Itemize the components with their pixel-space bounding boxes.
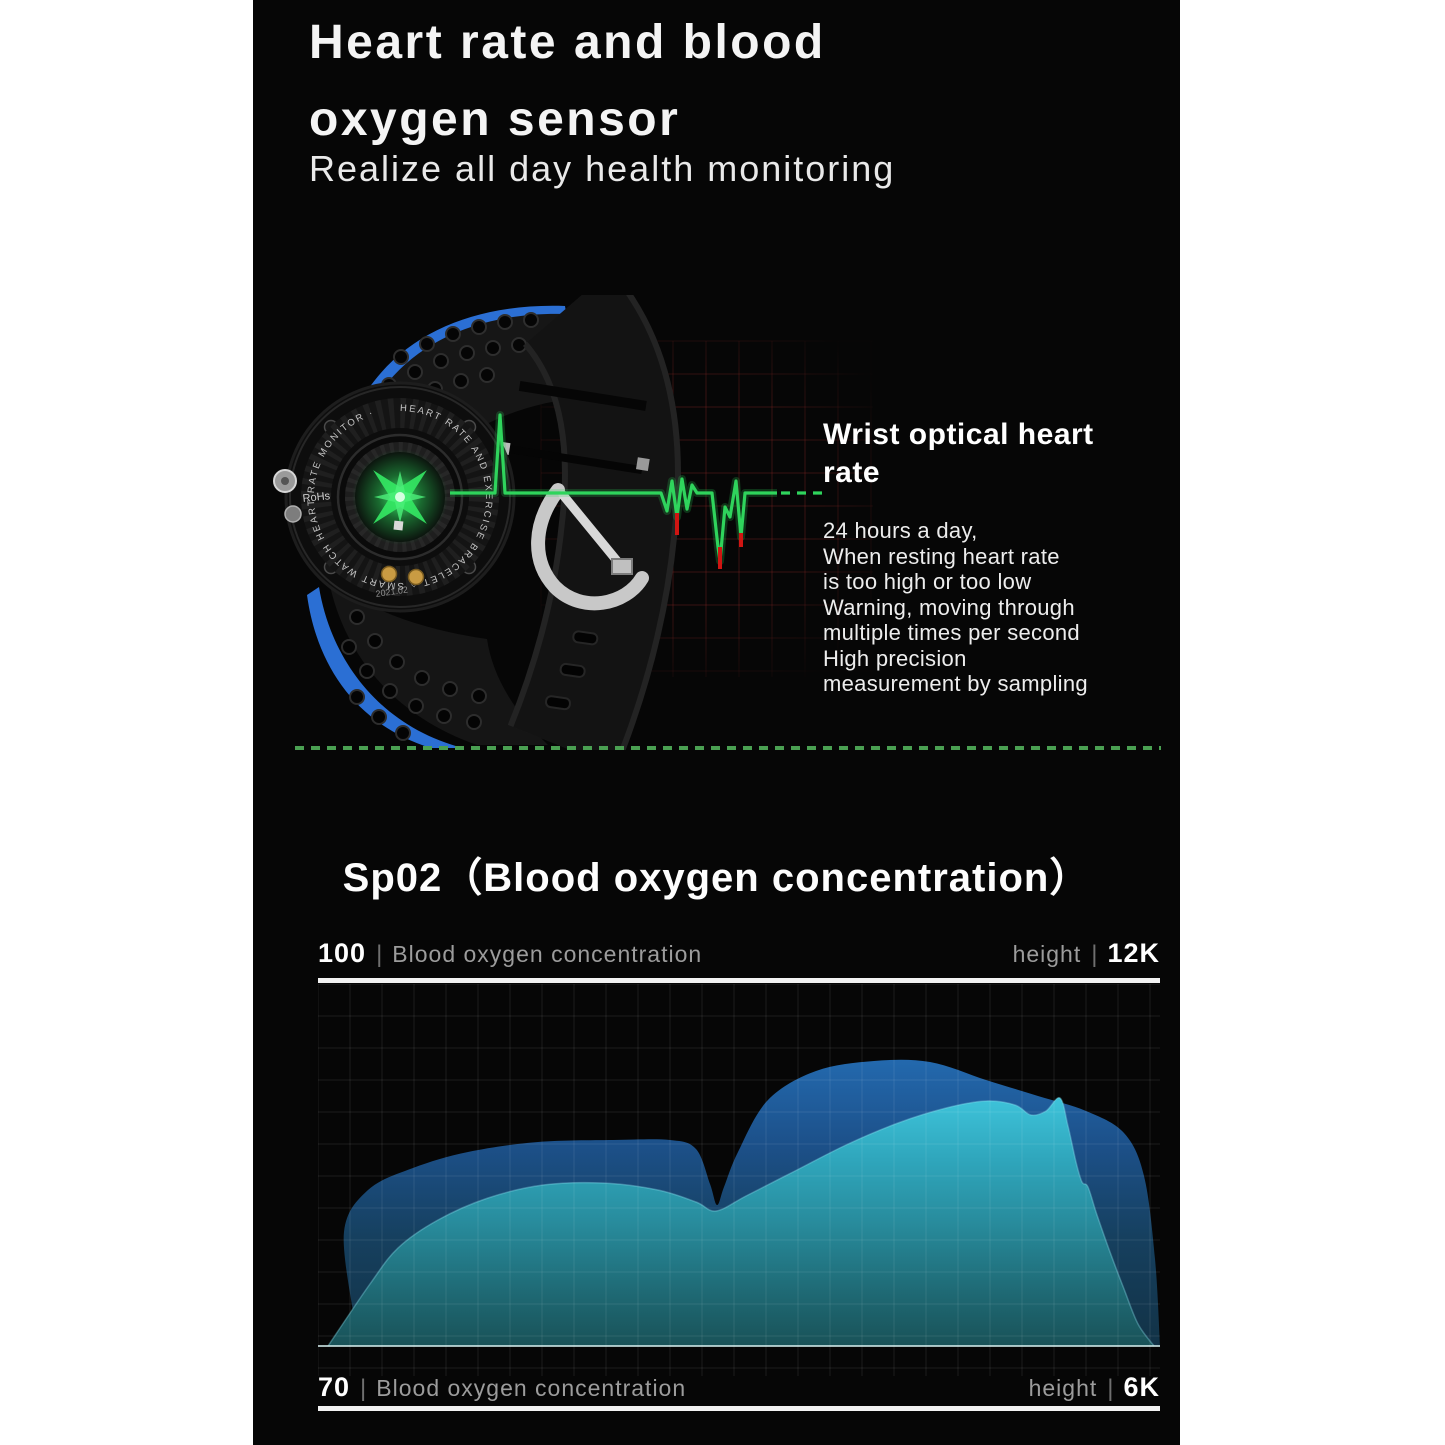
- page-title-line1: Heart rate and blood: [309, 16, 826, 69]
- page-title: Heart rate and blood oxygen sensor: [309, 4, 826, 158]
- body-line: is too high or too low: [823, 569, 1032, 594]
- ecg-red-drips: [675, 513, 743, 569]
- separator: |: [376, 941, 383, 968]
- area-series-inner-edge: [327, 1096, 1155, 1347]
- wrist-heading: Wrist optical heart rate: [823, 416, 1168, 492]
- chart-top-left-group: 100 | Blood oxygen concentration: [318, 938, 702, 969]
- y-axis-top-value: 100: [318, 938, 367, 968]
- charging-pin: [380, 565, 398, 583]
- chart-bottom-rule: [318, 1406, 1160, 1411]
- buckle-strap-band: [513, 295, 675, 750]
- smartwatch-back-illustration: HEART RATE AND EXERCISE BRACELET ⌂ SMART…: [273, 295, 873, 750]
- chart-top-right-group: height | 12K: [1013, 938, 1160, 969]
- wrist-body-text: 24 hours a day, When resting heart rate …: [823, 518, 1168, 697]
- height-top-value: 12K: [1107, 938, 1160, 968]
- spo2-area-chart: [318, 984, 1160, 1376]
- wrist-heart-rate-block: Wrist optical heart rate 24 hours a day,…: [823, 416, 1168, 697]
- chart-bottom-right-group: height | 6K: [1029, 1372, 1160, 1403]
- separator: |: [1107, 1375, 1114, 1402]
- body-line: Warning, moving through: [823, 594, 1075, 620]
- separator: |: [1091, 941, 1098, 968]
- ecg-line: [450, 411, 825, 569]
- rohs-label: RoHs: [302, 490, 331, 505]
- y-axis-bottom-label: Blood oxygen concentration: [376, 1375, 687, 1401]
- wrist-heading-line1: Wrist optical heart: [823, 418, 1094, 451]
- body-line: multiple times per second: [823, 620, 1080, 645]
- height-bottom-value: 6K: [1123, 1372, 1160, 1402]
- page-title-line2: oxygen sensor: [309, 93, 681, 146]
- body-line: High precision: [823, 645, 967, 671]
- chart-bottom-axis-row: 70 | Blood oxygen concentration height |…: [318, 1372, 1160, 1403]
- optical-sensor-glow: [352, 449, 448, 545]
- area-series-inner: [328, 1097, 1154, 1346]
- separator: |: [360, 1375, 367, 1402]
- page-subtitle: Realize all day health monitoring: [309, 148, 896, 189]
- body-line: 24 hours a day,: [823, 518, 978, 543]
- strap-slots: [544, 630, 599, 711]
- height-label: height: [1012, 941, 1082, 967]
- content-panel: Heart rate and blood oxygen sensor Reali…: [253, 0, 1180, 1445]
- chart-top-rule: [318, 978, 1160, 983]
- body-line: measurement by sampling: [823, 671, 1088, 696]
- wrist-heading-line2: rate: [823, 456, 881, 489]
- strap-lower: [329, 581, 548, 745]
- spo2-heading: Sp02（Blood oxygen concentration）: [342, 856, 1091, 900]
- date-label: 2021.02: [375, 585, 409, 599]
- chart-bottom-left-group: 70 | Blood oxygen concentration: [318, 1372, 686, 1403]
- chart-top-axis-row: 100 | Blood oxygen concentration height …: [318, 938, 1160, 969]
- y-axis-top-label: Blood oxygen concentration: [392, 941, 703, 967]
- chart-grid: [318, 984, 1160, 1376]
- green-dashed-divider: [295, 746, 1161, 750]
- strap-lower-holes: [341, 609, 487, 741]
- watch-buckle: [531, 483, 649, 611]
- body-line: When resting heart rate: [823, 543, 1060, 569]
- y-axis-bottom-value: 70: [318, 1372, 351, 1402]
- height-label: height: [1028, 1375, 1098, 1401]
- charging-pin: [407, 568, 425, 586]
